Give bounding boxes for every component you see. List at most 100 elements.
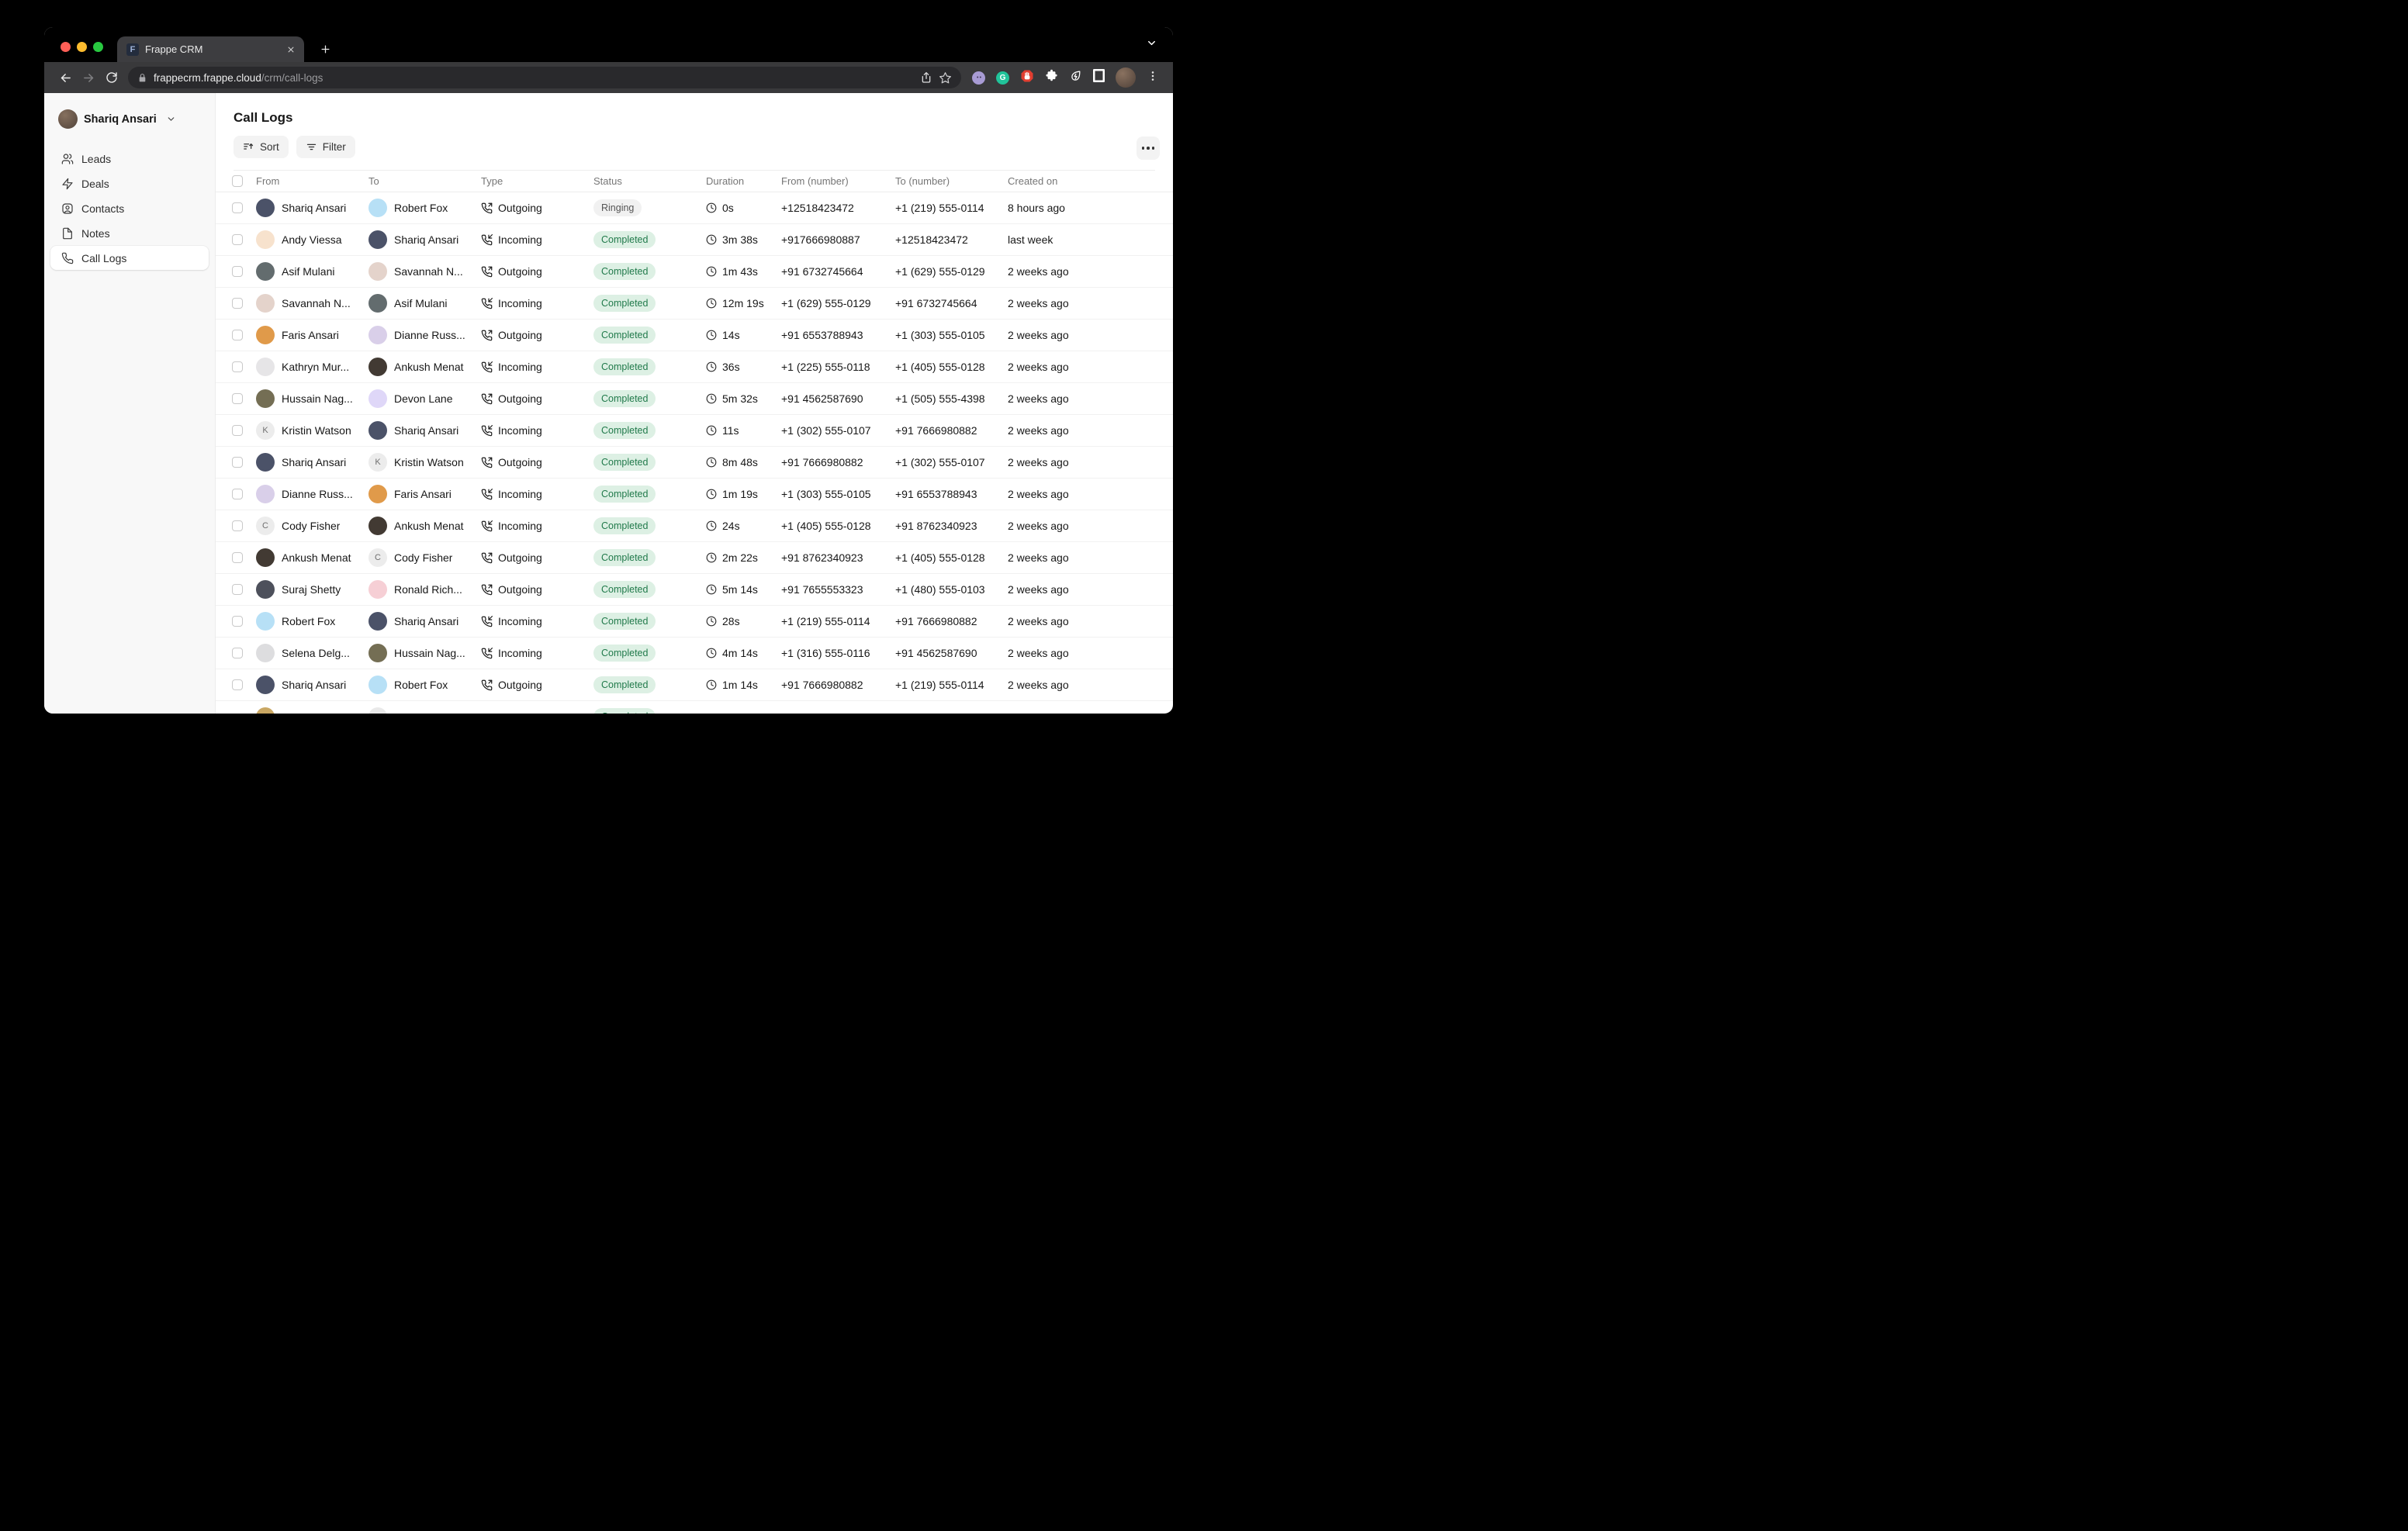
phone-outgoing-icon [481,552,493,563]
row-checkbox[interactable] [231,551,244,564]
duration: 5m 32s [722,392,758,405]
to-number: +1 (629) 555-0129 [895,265,985,278]
to-name: Faris Ansari [394,488,452,500]
status-badge: Completed [593,645,656,662]
to-number: +91 8762340923 [895,520,977,532]
call-log-row[interactable]: Shariq Ansari K Kristin Watson Outgoing Comp… [216,447,1173,479]
row-checkbox[interactable] [231,392,244,405]
phone-incoming-icon [481,615,493,627]
close-window-button[interactable] [61,42,71,52]
from-name: Robert Fox [282,615,336,627]
clock-icon [706,457,717,468]
call-log-row[interactable]: Asif Mulani Savannah N... Outgoing Complete… [216,256,1173,288]
row-checkbox[interactable] [231,456,244,468]
bookmark-star-icon[interactable] [939,71,952,85]
call-log-row[interactable]: Dianne Russ... Faris Ansari Incoming Comple… [216,479,1173,510]
to-number: +1 (303) 555-0105 [895,329,985,341]
address-bar[interactable]: frappecrm.frappe.cloud/crm/call-logs [128,67,961,88]
tab-overflow-chevron-icon[interactable] [1146,37,1157,53]
row-checkbox[interactable] [231,583,244,596]
created-on: 2 weeks ago [1008,456,1069,468]
sidebar-item-contacts[interactable]: Contacts [50,196,209,220]
row-checkbox[interactable] [231,297,244,309]
sidebar-item-notes[interactable]: Notes [50,221,209,245]
receiver-avatar [368,358,387,376]
from-name: Hussain Nag... [282,392,353,405]
row-checkbox[interactable] [231,647,244,659]
browser-profile-avatar[interactable] [1116,67,1136,88]
call-log-row[interactable]: K Kristin Watson Shariq Ansari Incoming Comp… [216,415,1173,447]
call-log-row[interactable]: Robert Fox Shariq Ansari Incoming Completed… [216,606,1173,638]
call-log-row[interactable]: Hussain Nag... Devon Lane Outgoing Complete… [216,383,1173,415]
reload-button[interactable] [100,66,123,89]
row-checkbox[interactable] [231,329,244,341]
call-log-row[interactable]: Suraj Shetty Ronald Rich... Outgoing Comple… [216,574,1173,606]
duration: 14s [722,329,740,341]
zoom-window-button[interactable] [93,42,103,52]
call-log-row[interactable]: Faris Ansari Dianne Russ... Outgoing Comple… [216,320,1173,351]
receiver-avatar [368,421,387,440]
octocat-extension-icon[interactable] [972,71,985,85]
row-checkbox[interactable] [231,265,244,278]
select-all-checkbox[interactable] [231,175,244,187]
row-checkbox[interactable] [231,361,244,373]
adblock-extension-icon[interactable] [1020,69,1034,87]
filter-icon [306,143,316,150]
grammarly-extension-icon[interactable]: G [996,71,1009,85]
filter-button[interactable]: Filter [296,136,355,158]
user-menu[interactable]: Shariq Ansari [58,109,204,129]
back-button[interactable] [54,66,77,89]
to-number: +91 6553788943 [895,488,977,500]
row-checkbox[interactable] [231,679,244,691]
receiver-avatar [368,580,387,599]
row-checkbox[interactable] [231,202,244,214]
column-header-status: Status [593,175,622,187]
call-log-row[interactable]: Savannah N... Asif Mulani Incoming Complete… [216,288,1173,320]
to-number: +91 7666980882 [895,424,977,437]
call-log-row[interactable]: Shariq Ansari Robert Fox Outgoing Completed… [216,669,1173,701]
phone-outgoing-icon [481,202,493,213]
call-log-row[interactable]: Shariq Ansari Robert Fox Outgoing Ringing 0s… [216,192,1173,224]
to-name: Dianne Russ... [394,329,465,341]
phone-incoming-icon [481,424,493,436]
row-checkbox[interactable] [231,520,244,532]
sidebar-item-deals[interactable]: Deals [50,171,209,195]
browser-tab[interactable]: F Frappe CRM [117,36,304,62]
row-checkbox[interactable] [231,233,244,246]
row-checkbox[interactable] [231,424,244,437]
to-name: Shariq Ansari [394,615,459,627]
row-checkbox[interactable] [231,615,244,627]
sidebar-item-call-logs[interactable]: Call Logs [50,246,209,270]
share-icon[interactable] [920,71,932,84]
call-type: Outgoing [498,679,542,691]
call-log-row[interactable]: Selena Delg... Hussain Nag... Incoming Comp… [216,638,1173,669]
status-badge: Completed [593,517,656,534]
clock-icon [706,489,717,499]
browser-window: F Frappe CRM frappecrm.frappe.cloud/crm/… [44,27,1173,714]
clock-icon [706,552,717,563]
forward-button[interactable] [77,66,100,89]
sort-button[interactable]: Sort [234,136,289,158]
reader-frame-icon[interactable] [1092,68,1105,86]
receiver-avatar [368,199,387,217]
call-log-row[interactable]: C Cody Fisher Ankush Menat Incoming Complete… [216,510,1173,542]
browser-menu-kebab-icon[interactable] [1147,70,1159,86]
phone-outgoing-icon [481,584,493,595]
call-log-row[interactable]: Andy Viessa Shariq Ansari Incoming Complete… [216,224,1173,256]
phone-incoming-icon [481,233,493,245]
note-icon [61,227,74,240]
sidebar-item-leads[interactable]: Leads [50,147,209,171]
tab-close-icon[interactable] [284,43,298,57]
row-checkbox[interactable] [231,488,244,500]
from-number: +1 (225) 555-0118 [781,361,870,373]
call-log-row[interactable]: Completed [216,701,1173,714]
more-options-button[interactable] [1137,137,1160,160]
new-tab-button[interactable] [314,38,336,60]
extensions-puzzle-icon[interactable] [1045,69,1058,86]
created-on: 2 weeks ago [1008,424,1069,437]
call-log-row[interactable]: Kathryn Mur... Ankush Menat Incoming Comple… [216,351,1173,383]
minimize-window-button[interactable] [77,42,87,52]
call-log-row[interactable]: Ankush Menat C Cody Fisher Outgoing Complete… [216,542,1173,574]
energy-saver-icon[interactable] [1069,69,1082,86]
to-name: Ankush Menat [394,361,464,373]
